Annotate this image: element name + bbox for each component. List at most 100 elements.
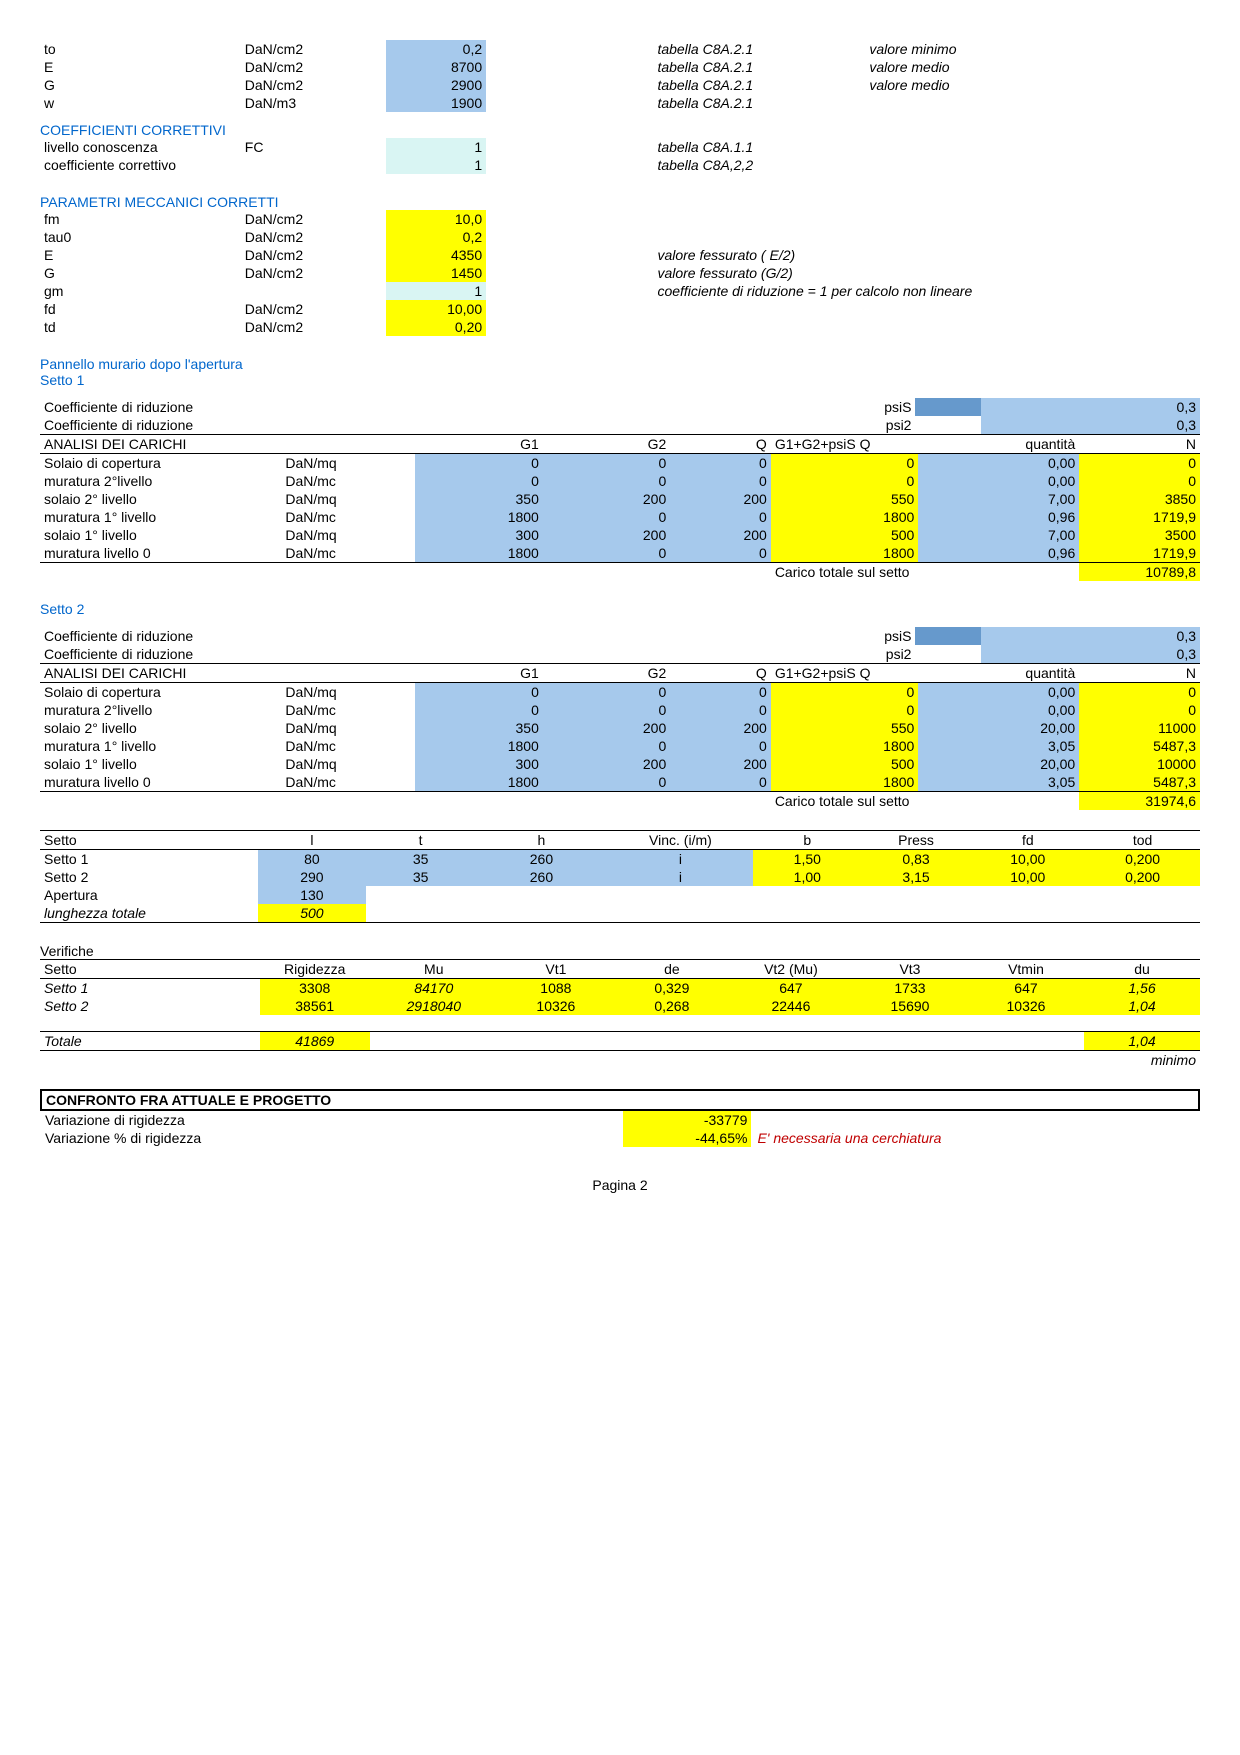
geom-hdr: h [475, 831, 608, 850]
verif-min-label: minimo [1084, 1050, 1200, 1069]
analisi-comb: 1800 [771, 737, 919, 755]
cc-label: livello conoscenza [40, 138, 241, 156]
setto-psi-table: Coefficiente di riduzionepsiS0,3Coeffici… [40, 627, 1200, 663]
param-unit: DaN/m3 [241, 94, 386, 112]
setto-geom-table: SettolthVinc. (i/m)bPressfdtodSetto 1803… [40, 830, 1200, 923]
analisi-n: 1719,9 [1079, 544, 1200, 563]
psiS-sym: psiS [653, 398, 916, 416]
pc-value: 10,00 [386, 300, 486, 318]
geom-cell [1085, 904, 1200, 923]
verif-vtmin: 647 [968, 979, 1084, 998]
psiS-sym: psiS [653, 627, 916, 645]
analisi-qty: 7,00 [918, 490, 1079, 508]
geom-cell: 260 [475, 850, 608, 869]
analisi-qty: 0,96 [918, 508, 1079, 526]
verif-vt3: 15690 [852, 997, 968, 1015]
param-label: to [40, 40, 241, 58]
param-unit: DaN/cm2 [241, 58, 386, 76]
analisi-hdr: ANALISI DEI CARICHI [40, 435, 281, 454]
param-ref: tabella C8A.2.1 [653, 58, 865, 76]
analisi-g2: 0 [543, 544, 670, 563]
param-value: 2900 [386, 76, 486, 94]
geom-cell: 10,00 [970, 850, 1085, 869]
param-label: G [40, 76, 241, 94]
psiS-val: 0,3 [981, 627, 1200, 645]
conf-note: E' necessaria una cerchiatura [751, 1129, 1199, 1147]
confronto-table: CONFRONTO FRA ATTUALE E PROGETTO Variazi… [40, 1089, 1200, 1147]
geom-cell: 0,83 [862, 850, 971, 869]
verif-hdr: du [1084, 960, 1200, 979]
param-ref: tabella C8A.2.1 [653, 40, 865, 58]
analisi-q: 200 [670, 526, 771, 544]
analisi-row-unit: DaN/mq [281, 755, 415, 773]
analisi-row-unit: DaN/mq [281, 454, 415, 473]
pc-value: 0,20 [386, 318, 486, 336]
analisi-comb: 0 [771, 454, 919, 473]
psiS-label: Coefficiente di riduzione [40, 398, 653, 416]
geom-cell [862, 886, 971, 904]
geom-cell: 80 [258, 850, 367, 869]
analisi-row-label: muratura 1° livello [40, 737, 281, 755]
analisi-comb: 1800 [771, 508, 919, 526]
geom-cell [753, 904, 862, 923]
verif-hdr: Setto [40, 960, 260, 979]
geom-cell: 35 [366, 868, 475, 886]
pc-unit: DaN/cm2 [241, 300, 386, 318]
geom-cell [366, 904, 475, 923]
analisi-qty: 3,05 [918, 773, 1079, 792]
analisi-g1: 300 [415, 526, 542, 544]
analisi-table: ANALISI DEI CARICHIG1G2QG1+G2+psiS Qquan… [40, 434, 1200, 581]
analisi-comb: 0 [771, 472, 919, 490]
analisi-g2: 0 [543, 454, 670, 473]
verif-du: 1,04 [1084, 997, 1200, 1015]
pc-label: E [40, 246, 241, 264]
analisi-g1: 0 [415, 454, 542, 473]
geom-cell [608, 904, 753, 923]
top-params-table: toDaN/cm20,2tabella C8A.2.1valore minimo… [40, 40, 1200, 112]
analisi-g1: 1800 [415, 773, 542, 792]
verif-hdr: Vt3 [852, 960, 968, 979]
geom-cell: 0,200 [1085, 868, 1200, 886]
param-value: 8700 [386, 58, 486, 76]
analisi-qty: 0,96 [918, 544, 1079, 563]
analisi-hdr: N [1079, 435, 1200, 454]
geom-hdr: Vinc. (i/m) [608, 831, 753, 850]
analisi-g1: 0 [415, 701, 542, 719]
analisi-row-label: muratura 2°livello [40, 701, 281, 719]
confronto-title: CONFRONTO FRA ATTUALE E PROGETTO [41, 1090, 1199, 1110]
analisi-g2: 0 [543, 683, 670, 702]
analisi-n: 0 [1079, 472, 1200, 490]
analisi-hdr: G1+G2+psiS Q [771, 664, 919, 683]
geom-cell: 1,50 [753, 850, 862, 869]
conf-label: Variazione di rigidezza [41, 1110, 623, 1129]
geom-cell [608, 886, 753, 904]
geom-cell [753, 886, 862, 904]
analisi-g1: 1800 [415, 508, 542, 526]
analisi-n: 0 [1079, 701, 1200, 719]
analisi-hdr: G1+G2+psiS Q [771, 435, 919, 454]
verifiche-title: Verifiche [40, 943, 1200, 959]
verif-de: 0,268 [614, 997, 730, 1015]
setto2-title: Setto 2 [40, 601, 1200, 617]
analisi-comb: 1800 [771, 544, 919, 563]
page-footer: Pagina 2 [40, 1177, 1200, 1193]
geom-cell [475, 886, 608, 904]
geom-hdr: Press [862, 831, 971, 850]
param-ref: tabella C8A.2.1 [653, 76, 865, 94]
pc-unit: DaN/cm2 [241, 264, 386, 282]
analisi-q: 0 [670, 472, 771, 490]
analisi-row-unit: DaN/mc [281, 472, 415, 490]
analisi-q: 0 [670, 737, 771, 755]
geom-cell: Setto 2 [40, 868, 258, 886]
pannello-line2: Setto 1 [40, 372, 1200, 388]
verif-mu: 84170 [370, 979, 498, 998]
analisi-row-label: Solaio di copertura [40, 683, 281, 702]
analisi-row-label: muratura livello 0 [40, 773, 281, 792]
analisi-g1: 300 [415, 755, 542, 773]
pc-label: G [40, 264, 241, 282]
analisi-hdr: G1 [415, 664, 542, 683]
verif-mu: 2918040 [370, 997, 498, 1015]
analisi-n: 1719,9 [1079, 508, 1200, 526]
param-value: 1900 [386, 94, 486, 112]
analisi-g2: 0 [543, 701, 670, 719]
